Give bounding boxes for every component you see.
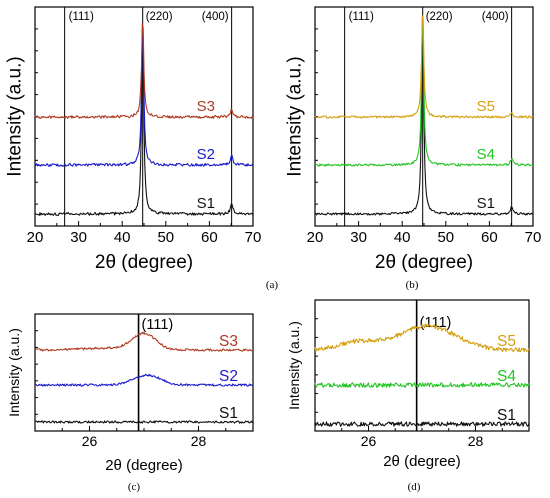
x-tick-label: 28 (191, 433, 207, 449)
panel-caption: (c) (128, 481, 141, 493)
y-axis-label: Intensity (a.u.) (285, 56, 306, 176)
x-tick-label: 40 (114, 229, 131, 246)
series-label-s3: S3 (197, 98, 215, 115)
series-label-s5: S5 (477, 98, 495, 115)
series-line-s2 (34, 28, 254, 167)
series-line-s4 (314, 18, 534, 167)
x-tick-label: 70 (525, 229, 542, 246)
y-axis-label: Intensity (a.u.) (5, 56, 26, 176)
series-label-s2: S2 (197, 146, 215, 163)
x-tick-label: 20 (307, 229, 324, 246)
series-line-s5 (314, 323, 530, 353)
series-line-s2 (34, 373, 254, 387)
panel-caption: (d) (408, 481, 421, 493)
series-label-s5: S5 (497, 333, 516, 350)
x-axis-label: 2θ (degree) (383, 453, 461, 470)
series-line-s5 (314, 15, 534, 119)
x-tick-label: 40 (394, 229, 411, 246)
series-label-s4: S4 (497, 368, 516, 385)
x-tick-label: 26 (82, 433, 98, 449)
x-axis-label: 2θ (degree) (375, 252, 473, 273)
series-label-s1: S1 (197, 195, 215, 212)
x-tick-label: 20 (27, 229, 44, 246)
series-line-s1 (34, 420, 254, 424)
peak-label: (220) (146, 11, 173, 23)
x-axis-label: 2θ (degree) (105, 457, 183, 474)
x-tick-label: 60 (481, 229, 498, 246)
peak-label: (400) (202, 11, 229, 23)
x-axis-label: 2θ (degree) (95, 252, 193, 273)
x-tick-label: 70 (245, 229, 262, 246)
x-tick-label: 50 (157, 229, 174, 246)
peak-label: (111) (69, 11, 94, 23)
x-tick-label: 60 (201, 229, 218, 246)
x-tick-label: 28 (468, 433, 484, 449)
panel-caption: (a) (266, 279, 279, 291)
series-label-s1: S1 (497, 407, 516, 424)
series-label-s3: S3 (219, 333, 238, 350)
series-label-s1: S1 (477, 195, 495, 212)
series-line-s1 (34, 35, 254, 216)
series-label-s2: S2 (219, 368, 238, 385)
panel-caption: (b) (406, 279, 419, 291)
series-line-s3 (34, 331, 254, 352)
panel-c: 26 28 2θ (degree) Intensity (a.u.) (111) S1 S2… (6, 313, 254, 493)
series-line-s3 (34, 22, 254, 119)
x-tick-label: 26 (361, 433, 377, 449)
peak-label: (400) (482, 11, 509, 23)
x-tick-label: 30 (350, 229, 367, 246)
peak-label: (220) (426, 11, 453, 23)
series-line-s4 (314, 382, 530, 388)
panel-b: 20 30 40 50 60 70 2θ (degree) Intensity (a.u.) (… (285, 6, 542, 291)
series-label-s1: S1 (219, 405, 238, 422)
panel-a: 20 30 40 50 60 70 2θ (degree) Intensity (a.u.) (… (5, 6, 279, 291)
x-tick-label: 50 (437, 229, 454, 246)
series-line-s1 (314, 421, 530, 427)
peak-label: (111) (349, 11, 374, 23)
peak-label: (111) (142, 317, 174, 333)
y-axis-label: Intensity (a.u.) (286, 321, 302, 410)
x-tick-label: 30 (70, 229, 87, 246)
series-label-s4: S4 (477, 146, 495, 163)
series-line-s1 (314, 25, 534, 216)
y-axis-label: Intensity (a.u.) (6, 328, 22, 417)
